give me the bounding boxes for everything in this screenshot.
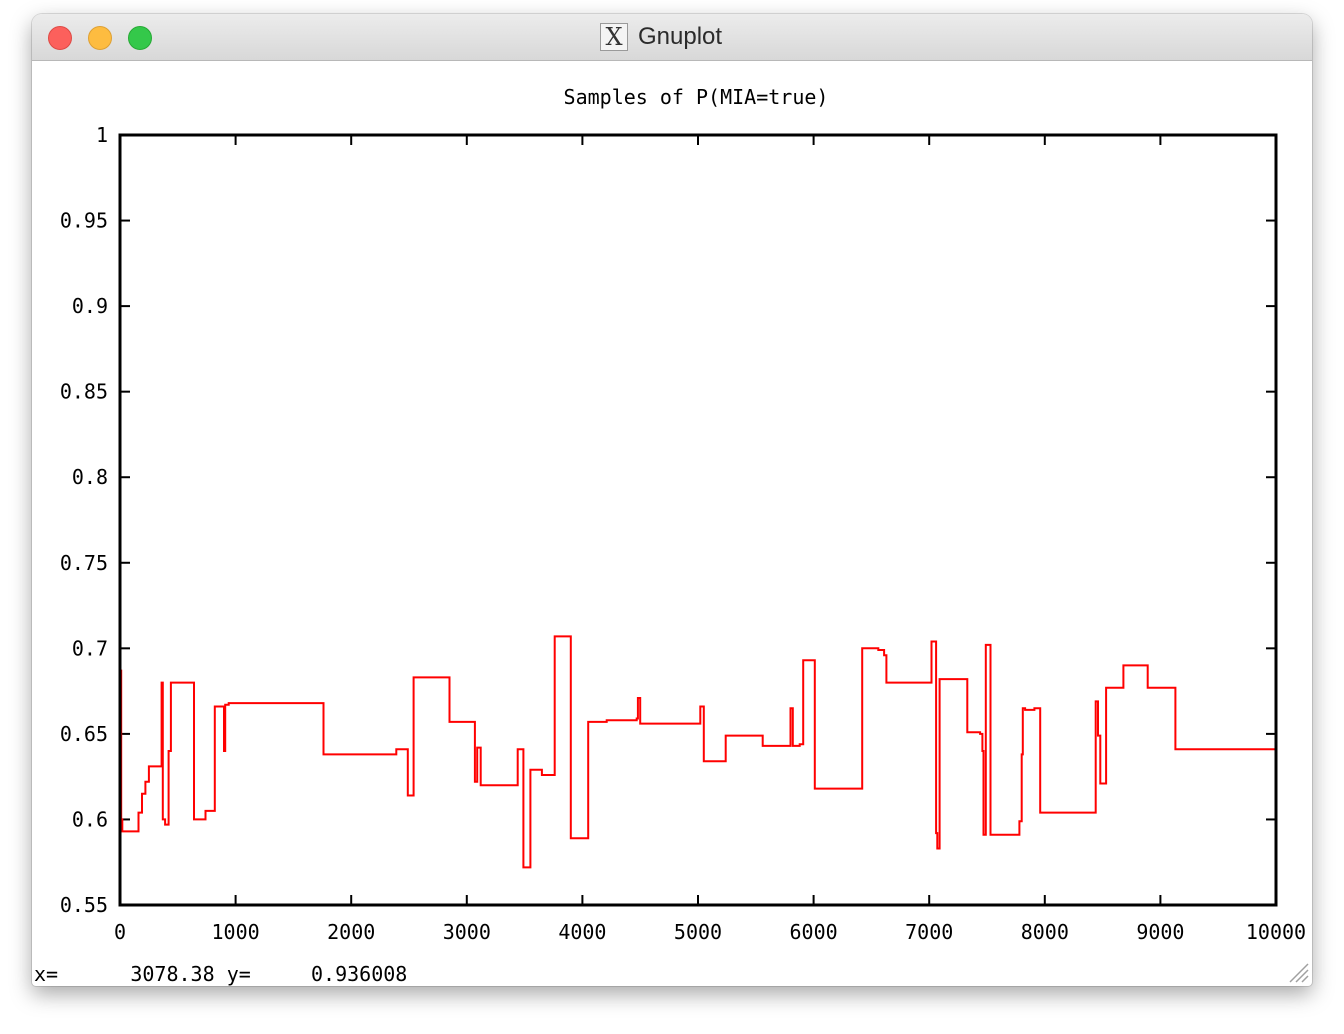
y-tick-label: 0.6 bbox=[72, 807, 108, 831]
y-tick-label: 0.75 bbox=[60, 551, 108, 575]
x-tick-label: 5000 bbox=[674, 920, 722, 944]
x-tick-label: 0 bbox=[114, 920, 126, 944]
resize-grip-icon[interactable] bbox=[1284, 958, 1310, 984]
y-tick-label: 1 bbox=[96, 123, 108, 147]
y-tick-label: 0.85 bbox=[60, 380, 108, 404]
x-tick-label: 10000 bbox=[1246, 920, 1306, 944]
status-x-label: x= bbox=[34, 962, 59, 986]
status-bar: x= 3078.38 y= 0.936008 bbox=[34, 962, 407, 986]
plot-area[interactable]: Samples of P(MIA=true) 0 1000 2000 3000 4000… bbox=[32, 14, 1312, 962]
y-tick-label: 0.9 bbox=[72, 294, 108, 318]
plot-border bbox=[118, 133, 1278, 907]
chart-title: Samples of P(MIA=true) bbox=[564, 85, 829, 109]
minimize-button[interactable] bbox=[88, 26, 112, 50]
y-tick-label: 0.65 bbox=[60, 722, 108, 746]
x-tick-labels: 0 1000 2000 3000 4000 5000 6000 7000 8000 9000 100… bbox=[114, 920, 1306, 944]
gnuplot-window: X Gnuplot Samples of P(MIA=true) 0 1000 20… bbox=[32, 14, 1312, 986]
status-y-label: y= bbox=[226, 962, 251, 986]
y-tick-label: 0.95 bbox=[60, 209, 108, 233]
status-x-value: 3078.38 bbox=[130, 962, 215, 986]
x-tick-label: 1000 bbox=[212, 920, 260, 944]
title-bar[interactable]: X Gnuplot bbox=[32, 14, 1312, 61]
window-title-group: X Gnuplot bbox=[600, 22, 722, 52]
x-tick-label: 6000 bbox=[790, 920, 838, 944]
x-tick-label: 7000 bbox=[905, 920, 953, 944]
window-title: Gnuplot bbox=[638, 23, 723, 50]
y-tick-label: 0.8 bbox=[72, 465, 108, 489]
x-tick-label: 4000 bbox=[558, 920, 606, 944]
x-tick-label: 9000 bbox=[1136, 920, 1184, 944]
y-tick-label: 0.55 bbox=[60, 893, 108, 917]
x-tick-label: 8000 bbox=[1021, 920, 1069, 944]
x-tick-label: 2000 bbox=[327, 920, 375, 944]
x11-icon: X bbox=[600, 23, 628, 51]
close-button[interactable] bbox=[48, 26, 72, 50]
series-line bbox=[120, 635, 1276, 869]
x-tick-label: 3000 bbox=[443, 920, 491, 944]
axis-ticks bbox=[119, 134, 1277, 906]
status-y-value: 0.936008 bbox=[311, 962, 408, 986]
y-tick-label: 0.7 bbox=[72, 636, 108, 660]
y-tick-labels: 0.55 0.6 0.65 0.7 0.75 0.8 0.85 0.9 0.95 1 bbox=[60, 123, 108, 917]
zoom-button[interactable] bbox=[128, 26, 152, 50]
